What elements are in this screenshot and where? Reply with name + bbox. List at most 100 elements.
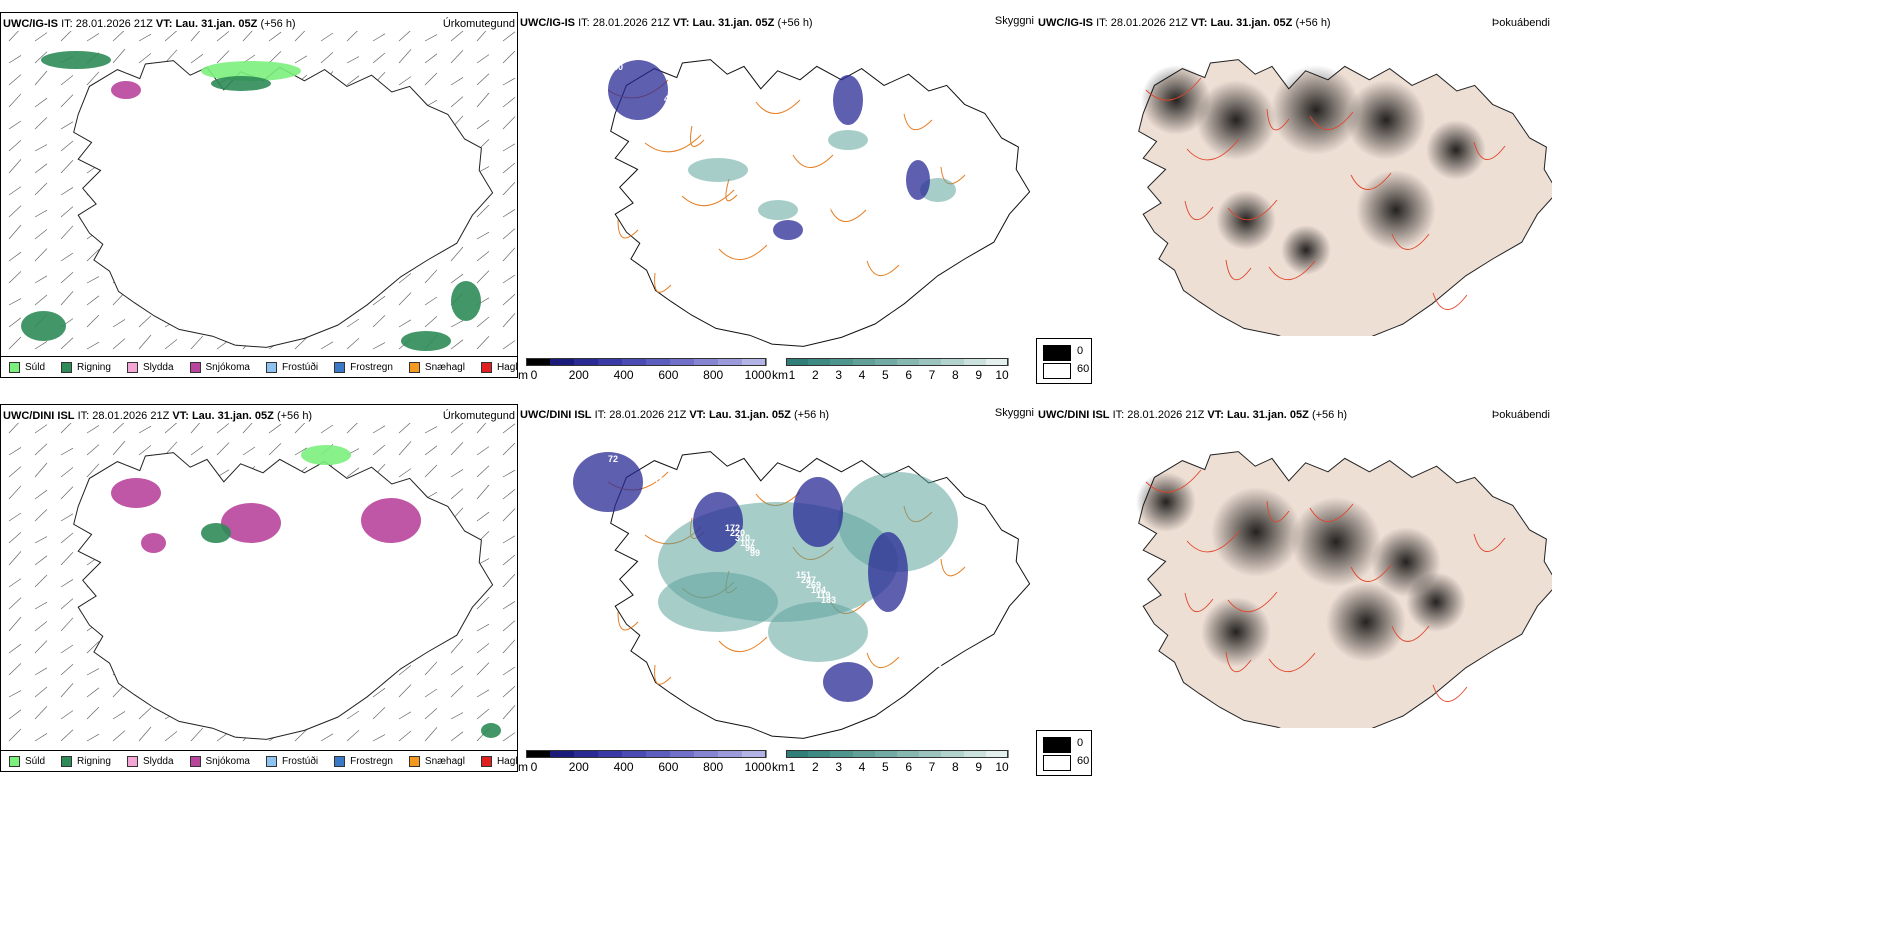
fog-index-area — [1426, 120, 1486, 180]
fog-base-area — [693, 492, 743, 552]
it-label: IT: — [1096, 17, 1108, 29]
fog-index-area — [1136, 472, 1196, 532]
it-value: 28.01.2026 21Z — [1127, 409, 1205, 421]
precip-area — [201, 61, 301, 81]
precip-area — [111, 478, 161, 508]
precip-legend: Súld Rigning Slydda Snjókoma Frostúði Frostre… — [1, 750, 525, 771]
visibility-label: 45 — [750, 156, 760, 166]
fog-index-area — [1271, 65, 1361, 155]
colorbar-tick: 2 — [811, 368, 819, 382]
colorbar-segment — [985, 750, 1009, 758]
colorbar-tick: 800 — [703, 760, 724, 774]
visibility-map: 150 56 45 94 65 73 93 113 98 270 94 145 22 106 137 118 4… — [607, 59, 1031, 347]
precip-area — [361, 498, 421, 543]
legend-item-7: Haglél — [480, 361, 526, 373]
fog-map — [1136, 451, 1552, 728]
lead-time: (+56 h) — [260, 18, 296, 30]
colorbar-frame — [786, 358, 1008, 366]
legend-swatch — [265, 361, 277, 373]
visibility-label: 730 — [877, 627, 892, 637]
colorbar-tick: 9 — [975, 368, 982, 382]
fog-base-area — [793, 477, 843, 547]
panel-header: UWC/IG-IS IT: 28.01.2026 21Z VT: Lau. 31… — [1038, 14, 1552, 32]
legend-item-5: Frostregn — [334, 361, 393, 373]
visibility-label: 113 — [745, 151, 760, 161]
legend-item-3: Snjókoma — [189, 755, 250, 767]
colorbar-tick: 800 — [703, 368, 724, 382]
legend-label: Haglél — [496, 361, 526, 373]
fog-legend-top: 0 60 — [1036, 338, 1092, 384]
panel-header: UWC/IG-IS IT: 28.01.2026 21Z VT: Lau. 31… — [3, 15, 517, 33]
precip-legend: Súld Rigning Slydda Snjókoma Frostúði Frostre… — [1, 356, 525, 377]
visibility-label: 172 — [725, 523, 740, 533]
panel-title: Úrkomutegund — [442, 18, 515, 30]
visibility-label: 193 — [953, 679, 968, 689]
colorbar-tick: 5 — [881, 368, 889, 382]
panel-title: Úrkomutegund — [442, 410, 515, 422]
it-label: IT: — [594, 409, 607, 421]
legend-item-4: Frostúði — [265, 361, 318, 373]
panel-title: Þokuábendi — [1491, 17, 1550, 29]
coastline — [73, 60, 494, 348]
visibility-label: 109 — [887, 637, 902, 647]
visibility-colorbar-m: m 0 200 400 600 800 1000 — [518, 750, 771, 778]
precip-area — [301, 445, 351, 465]
legend-item-2: Slydda — [126, 361, 174, 373]
it-label: IT: — [1112, 409, 1125, 421]
visibility-label: 158 — [654, 476, 669, 486]
fog-map — [1138, 59, 1552, 336]
visibility-colorbar-km: km 1 2 3 4 5 6 7 8 9 10 — [772, 358, 1009, 386]
colorbar-tick: 600 — [658, 368, 679, 382]
colorbar-tick: 1 — [788, 760, 796, 774]
precip-type-panel-top: UWC/IG-IS IT: 28.01.2026 21Z VT: Lau. 31… — [0, 12, 525, 378]
legend-label: Slydda — [142, 755, 174, 767]
fog-base-area — [823, 662, 873, 702]
visibility-label: 118 — [953, 287, 968, 297]
vt-value: Lau. 31.jan. 05Z — [708, 409, 791, 421]
fog-legend-swatch — [1043, 363, 1071, 379]
precip-type-panel-bottom: UWC/DINI ISL IT: 28.01.2026 21Z VT: Lau.… — [0, 404, 525, 772]
colorbar-tick: 4 — [858, 760, 866, 774]
colorbar-tick: 10 — [995, 368, 1009, 382]
colorbar-tick: 0 — [530, 368, 538, 382]
vt-value: Lau. 31.jan. 05Z — [692, 17, 775, 29]
legend-swatch — [189, 361, 201, 373]
panel-header: UWC/DINI ISL IT: 28.01.2026 21Z VT: Lau.… — [3, 407, 517, 425]
precip-area — [141, 533, 166, 553]
colorbar-tick: 400 — [613, 368, 634, 382]
visibility-map: 7215099183131129749611910998911071041691… — [573, 451, 1031, 739]
colorbar-tick: 8 — [951, 760, 959, 774]
legend-swatch — [61, 755, 73, 767]
fog-legend-swatch — [1043, 345, 1071, 361]
visibility-label: 93 — [674, 104, 684, 114]
fog-base-area — [573, 452, 643, 512]
visibility-label: 183 — [821, 595, 836, 605]
legend-swatch — [9, 361, 20, 373]
colorbar-unit: m — [518, 368, 528, 382]
low-visibility-area — [758, 200, 798, 220]
visibility-label: 91 — [669, 491, 679, 501]
fog-index-area — [1346, 80, 1426, 160]
visibility-label: 480 — [948, 674, 963, 684]
legend-label: Snæhagl — [424, 361, 465, 373]
legend-label: Súld — [25, 755, 46, 767]
it-label: IT: — [61, 18, 73, 30]
precip-area — [201, 523, 231, 543]
fog-base-area — [773, 220, 803, 240]
fog-index-area — [1356, 170, 1436, 250]
visibility-label: 129 — [963, 689, 978, 699]
legend-swatch — [9, 755, 20, 767]
legend-label: Snjókoma — [205, 361, 250, 373]
visibility-label: 22 — [740, 146, 750, 156]
low-visibility-area — [838, 472, 958, 572]
fog-base-area — [833, 75, 863, 125]
fog-index-area — [1291, 497, 1381, 587]
fog-index-area — [1326, 582, 1406, 662]
visibility-label: 119 — [816, 590, 831, 600]
visibility-label: 65 — [892, 250, 902, 260]
colorbar-tick: 6 — [905, 368, 912, 382]
legend-label: Haglél — [496, 755, 526, 767]
colorbar-unit: m — [518, 760, 528, 774]
panel-header: UWC/DINI ISL IT: 28.01.2026 21Z VT: Lau.… — [1038, 406, 1552, 424]
visibility-panel-bottom: UWC/DINI ISL IT: 28.01.2026 21Z VT: Lau.… — [518, 404, 1038, 774]
